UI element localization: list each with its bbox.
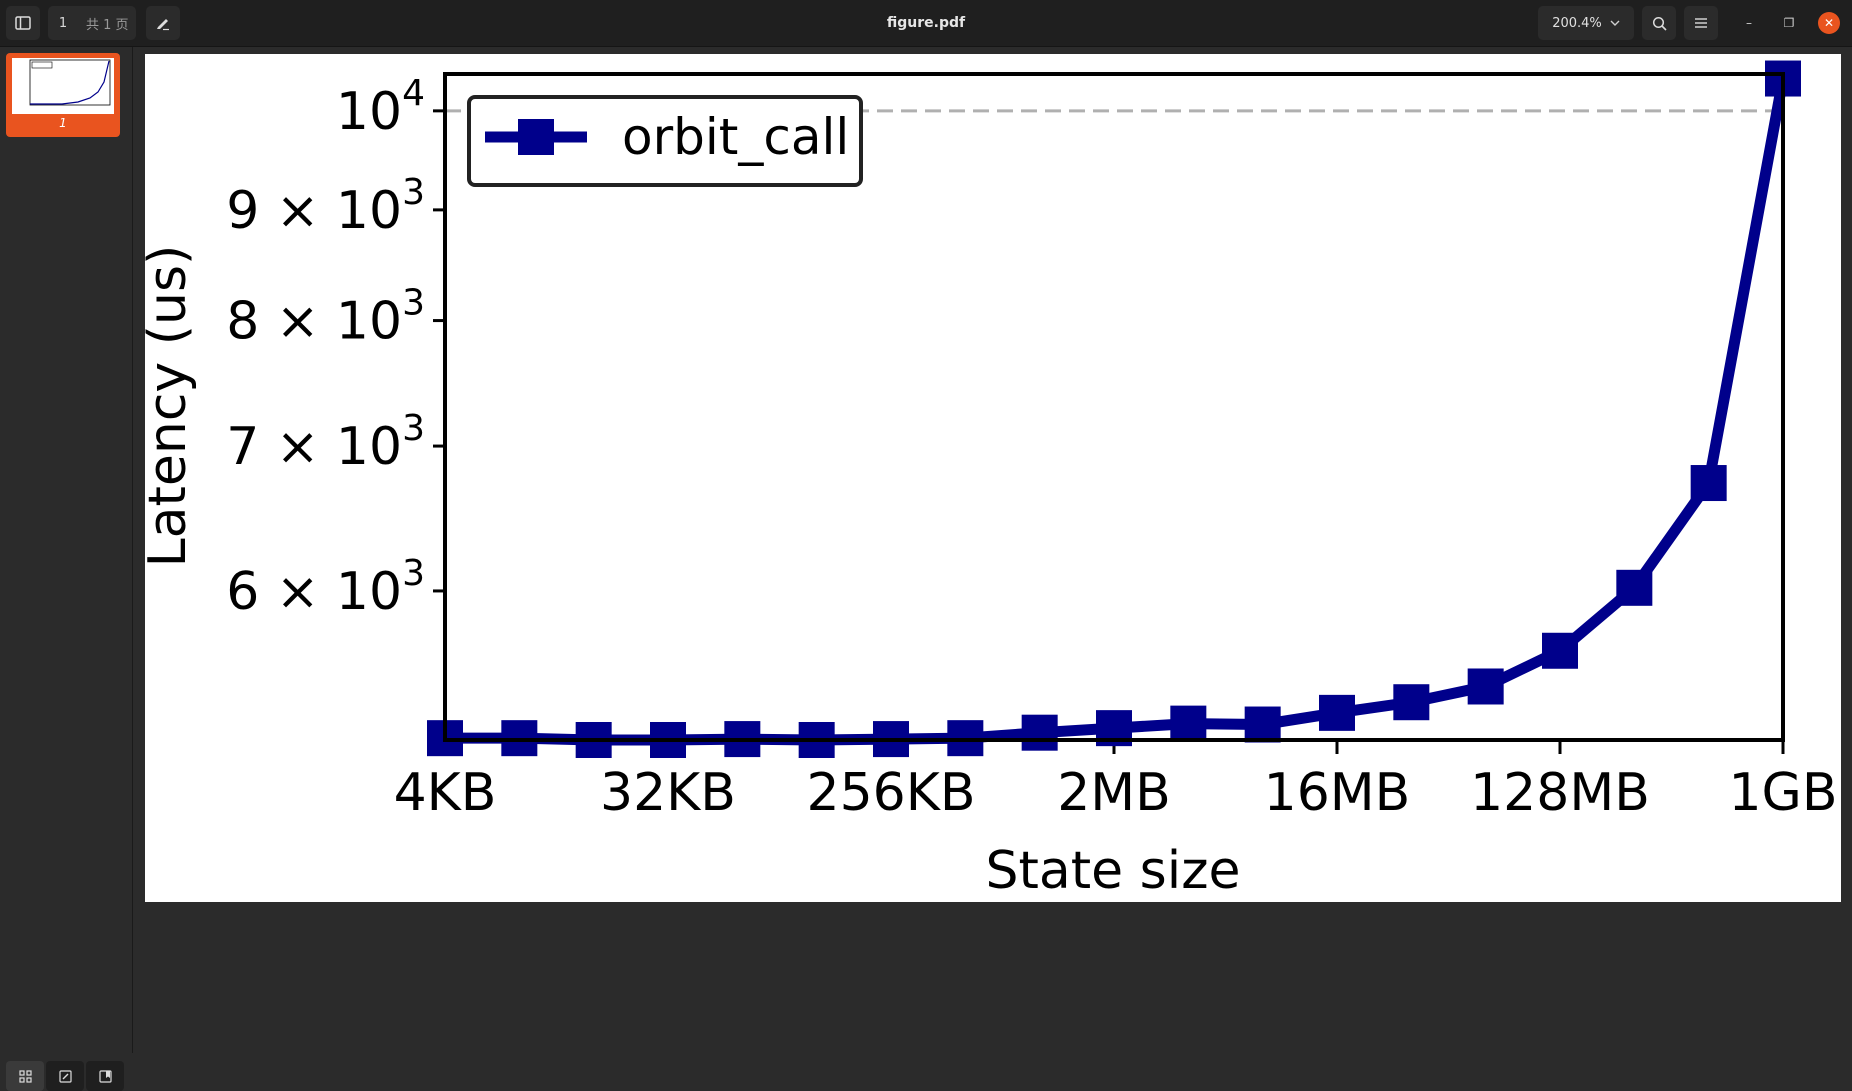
- bookmark-icon: [98, 1069, 112, 1083]
- x-tick-label: 16MB: [1264, 763, 1411, 823]
- page-navigator: 1 共 1 页: [48, 6, 136, 40]
- zoom-value: 200.4%: [1552, 15, 1602, 31]
- y-tick-base: 8 × 10: [226, 292, 402, 352]
- x-axis-label: State size: [986, 841, 1241, 901]
- minimize-button[interactable]: –: [1746, 16, 1752, 30]
- thumbnail-page-label: 1: [59, 116, 67, 130]
- search-button[interactable]: [1642, 6, 1676, 40]
- x-tick-label: 256KB: [806, 763, 975, 823]
- chevron-down-icon: [1610, 20, 1620, 26]
- data-point-marker: [1616, 569, 1653, 606]
- thumbnail-sidebar: 1: [0, 47, 133, 1091]
- y-axis-label: Latency (us): [145, 245, 198, 568]
- legend-box: [467, 95, 863, 187]
- pen-icon: [157, 19, 169, 31]
- page-number-input[interactable]: 1: [58, 15, 68, 31]
- thumbnails-view-button[interactable]: [6, 1061, 44, 1091]
- y-tick-label: 104: [336, 73, 425, 142]
- grid-icon: [18, 1069, 32, 1083]
- y-tick-label: 8 × 103: [226, 283, 425, 352]
- x-tick-label: 2MB: [1057, 763, 1171, 823]
- y-tick-exponent: 3: [402, 553, 425, 594]
- zoom-dropdown[interactable]: 200.4%: [1538, 6, 1634, 40]
- bookmarks-view-button[interactable]: [86, 1061, 124, 1091]
- y-tick-exponent: 3: [402, 408, 425, 449]
- page-total-label: 共 1 页: [86, 17, 129, 33]
- sidebar-icon: [15, 16, 31, 30]
- data-point-marker: [1170, 705, 1207, 742]
- menu-button[interactable]: [1684, 6, 1718, 40]
- y-tick-base: 6 × 10: [226, 562, 402, 622]
- y-tick-exponent: 3: [402, 172, 425, 213]
- data-point-marker: [1319, 694, 1355, 731]
- plot-frame: [443, 72, 1785, 742]
- close-button[interactable]: ✕: [1818, 12, 1840, 34]
- hamburger-icon: [1695, 18, 1707, 28]
- y-tick-label: 6 × 103: [226, 553, 425, 622]
- data-point-marker: [1467, 668, 1504, 705]
- y-tick-label: 7 × 103: [226, 408, 425, 477]
- x-tick-label: 4KB: [394, 763, 497, 823]
- y-tick-exponent: 4: [402, 73, 425, 114]
- search-icon: [1652, 16, 1667, 31]
- legend-label: orbit_call: [622, 108, 849, 166]
- x-tick-label: 32KB: [600, 763, 736, 823]
- y-tick-base: 7 × 10: [226, 417, 402, 477]
- data-point-marker: [1393, 684, 1430, 721]
- data-point-marker: [1542, 632, 1578, 669]
- annotate-button[interactable]: [146, 6, 180, 40]
- x-tick-label: 128MB: [1470, 763, 1650, 823]
- thumbnail-image: [12, 58, 114, 114]
- data-point-marker: [1021, 714, 1058, 751]
- data-point-marker: [1244, 706, 1281, 743]
- y-tick-base: 10: [336, 82, 402, 142]
- sidebar-bottom-tools: [6, 1061, 124, 1091]
- legend: orbit_call: [467, 95, 863, 187]
- restore-button[interactable]: ❐: [1783, 16, 1795, 30]
- page-thumbnail[interactable]: 1: [6, 53, 120, 137]
- y-tick-base: 9 × 10: [226, 181, 402, 241]
- x-tick-label: 1GB: [1728, 763, 1837, 823]
- edit-icon: [58, 1069, 72, 1083]
- y-tick-exponent: 3: [402, 283, 425, 324]
- sidebar-toggle-button[interactable]: [6, 6, 40, 40]
- thumbnail-chart-icon: [29, 59, 111, 106]
- y-tick-label: 9 × 103: [226, 172, 425, 241]
- toolbar: 1 共 1 页 figure.pdf 200.4% – ❐ ✕: [0, 0, 1852, 47]
- data-point-marker: [1690, 465, 1727, 502]
- annotations-view-button[interactable]: [46, 1061, 84, 1091]
- pdf-page: 6 × 103 7 × 103 8 × 103 9 × 103 104 4KB 32KB 2…: [138, 54, 1841, 902]
- legend-marker: [518, 119, 554, 155]
